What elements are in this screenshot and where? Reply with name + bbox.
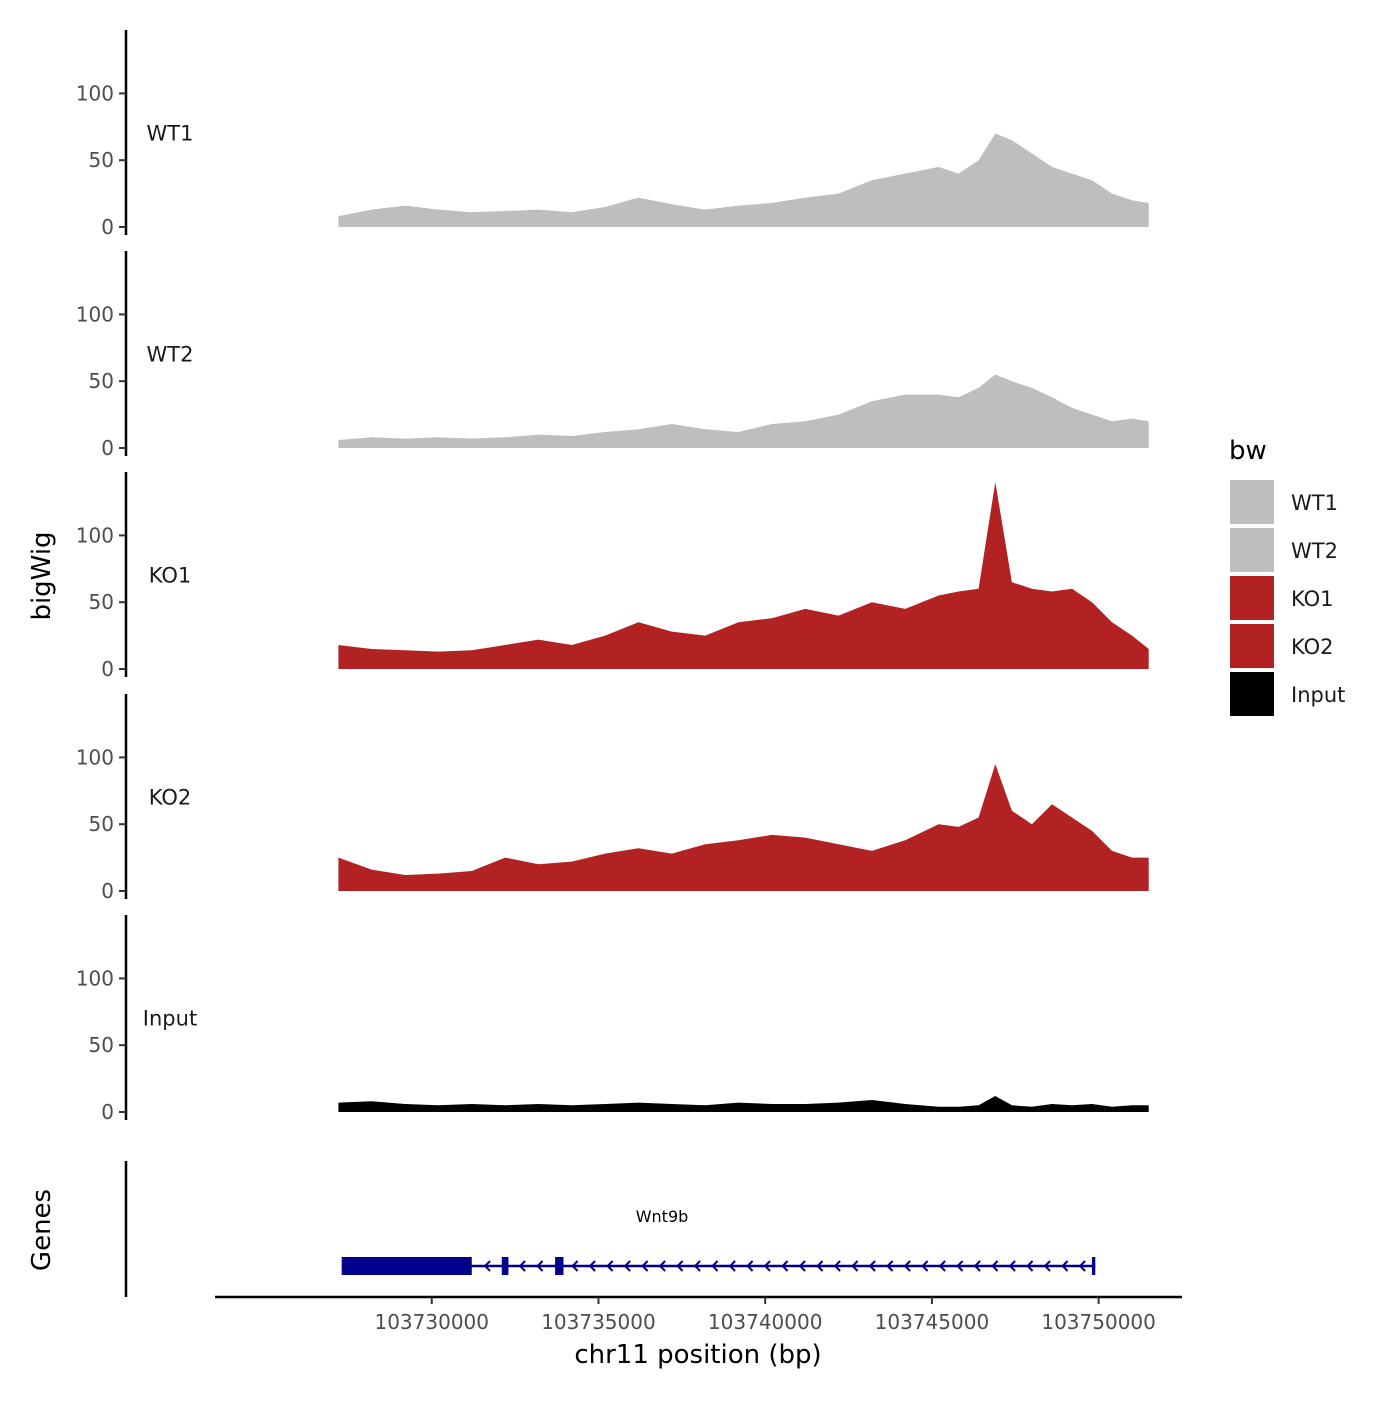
y-axis-title: bigWig xyxy=(27,531,57,620)
strand-arrow xyxy=(763,1260,771,1272)
y-tick-label: 50 xyxy=(89,148,114,172)
track-label: WT2 xyxy=(147,342,194,366)
x-tick-label: 103730000 xyxy=(374,1310,489,1334)
y-tick-label: 0 xyxy=(101,657,114,681)
legend-label: WT1 xyxy=(1291,491,1338,515)
track-ko1: 0 50 100 KO1 xyxy=(76,472,1149,681)
y-tick-label: 50 xyxy=(89,812,114,836)
strand-arrow xyxy=(921,1260,929,1272)
gene-model xyxy=(341,1257,1096,1275)
y-tick-label: 100 xyxy=(76,302,114,326)
strand-arrow xyxy=(623,1260,631,1272)
y-tick-label: 0 xyxy=(101,1100,114,1124)
y-tick-label: 50 xyxy=(89,590,114,614)
track-label: Input xyxy=(143,1006,197,1030)
strand-arrow xyxy=(658,1260,666,1272)
x-tick-label: 103735000 xyxy=(541,1310,656,1334)
track-label: KO2 xyxy=(149,785,192,809)
strand-arrow xyxy=(798,1260,806,1272)
strand-arrow xyxy=(483,1260,491,1272)
strand-arrow xyxy=(746,1260,754,1272)
strand-arrow xyxy=(1078,1260,1086,1272)
strand-arrow xyxy=(711,1260,719,1272)
track-input: 0 50 100 Input xyxy=(76,915,1149,1124)
strand-arrow xyxy=(1061,1260,1069,1272)
x-tick-label: 103740000 xyxy=(708,1310,823,1334)
strand-arrow xyxy=(833,1260,841,1272)
x-axis-title: chr11 position (bp) xyxy=(574,1340,821,1370)
y-tick-label: 100 xyxy=(76,966,114,990)
strand-arrow xyxy=(676,1260,684,1272)
strand-arrow xyxy=(903,1260,911,1272)
legend-label: KO1 xyxy=(1291,587,1334,611)
strand-arrow xyxy=(956,1260,964,1272)
legend-key xyxy=(1230,480,1274,524)
legend-key xyxy=(1230,576,1274,620)
strand-arrow xyxy=(518,1260,526,1272)
x-tick-label: 103745000 xyxy=(875,1310,990,1334)
signal-area xyxy=(338,482,1149,669)
strand-arrow xyxy=(728,1260,736,1272)
y-tick-label: 100 xyxy=(76,81,114,105)
gene-label: Wnt9b xyxy=(636,1207,689,1226)
y-tick-label: 100 xyxy=(76,523,114,547)
track-wt1: 0 50 100 WT1 xyxy=(76,30,1149,239)
signal-tracks: 0 50 100 WT1 0 50 100 WT2 0 50 100 KO1 0 50 100 KO2 0 50 1… xyxy=(76,30,1149,1124)
gene-exon xyxy=(1091,1257,1096,1275)
strand-arrow xyxy=(851,1260,859,1272)
strand-arrow xyxy=(816,1260,824,1272)
strand-arrow xyxy=(781,1260,789,1272)
legend-key xyxy=(1230,528,1274,572)
track-wt2: 0 50 100 WT2 xyxy=(76,251,1149,460)
strand-arrow xyxy=(641,1260,649,1272)
signal-area xyxy=(338,374,1149,448)
gene-exon xyxy=(555,1257,564,1275)
genes-track-title: Genes xyxy=(27,1189,57,1271)
strand-arrow xyxy=(693,1260,701,1272)
strand-arrow xyxy=(571,1260,579,1272)
strand-arrow xyxy=(588,1260,596,1272)
strand-arrow xyxy=(868,1260,876,1272)
strand-arrow xyxy=(1043,1260,1051,1272)
y-tick-label: 50 xyxy=(89,369,114,393)
strand-arrow xyxy=(1008,1260,1016,1272)
legend-label: KO2 xyxy=(1291,635,1334,659)
strand-arrow xyxy=(886,1260,894,1272)
signal-area xyxy=(338,133,1149,227)
legend-title: bw xyxy=(1229,436,1267,466)
strand-arrow xyxy=(973,1260,981,1272)
y-tick-label: 50 xyxy=(89,1033,114,1057)
track-ko2: 0 50 100 KO2 xyxy=(76,694,1149,903)
y-tick-label: 0 xyxy=(101,215,114,239)
y-tick-label: 0 xyxy=(101,879,114,903)
strand-arrow xyxy=(1026,1260,1034,1272)
y-tick-label: 0 xyxy=(101,436,114,460)
x-ticks: 103730000 103735000 103740000 103745000 1037… xyxy=(374,1297,1156,1334)
gene-exon xyxy=(341,1257,472,1275)
signal-area xyxy=(338,1096,1149,1112)
legend: WT1 WT2 KO1 KO2 Input xyxy=(1230,480,1345,716)
signal-area xyxy=(338,764,1149,891)
track-label: KO1 xyxy=(149,563,192,587)
gene-exon xyxy=(501,1257,509,1275)
legend-label: Input xyxy=(1291,683,1345,707)
legend-key xyxy=(1230,624,1274,668)
strand-arrow xyxy=(991,1260,999,1272)
strand-arrow xyxy=(938,1260,946,1272)
track-label: WT1 xyxy=(147,121,194,145)
legend-label: WT2 xyxy=(1291,539,1338,563)
x-tick-label: 103750000 xyxy=(1041,1310,1156,1334)
strand-arrow xyxy=(606,1260,614,1272)
legend-key xyxy=(1230,672,1274,716)
y-tick-label: 100 xyxy=(76,745,114,769)
strand-arrow xyxy=(536,1260,544,1272)
